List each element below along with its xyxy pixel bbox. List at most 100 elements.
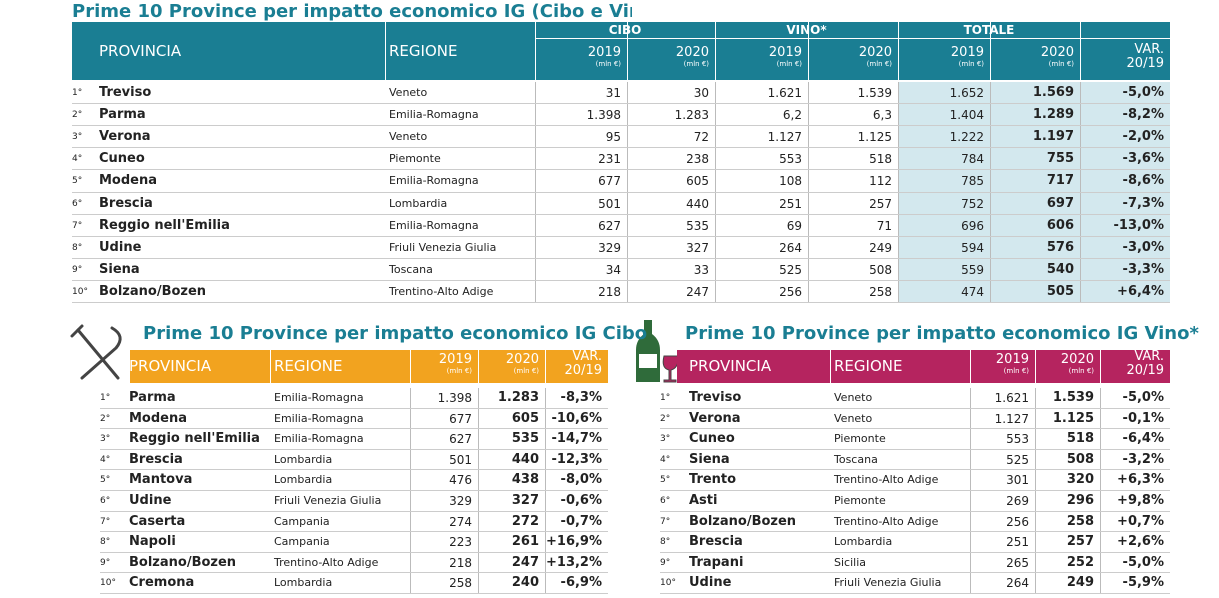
column-separator: [808, 82, 809, 303]
table-title: Prime 10 Province per impatto economico …: [143, 323, 648, 344]
header-separator: [990, 22, 991, 80]
value: 1.404: [949, 108, 984, 123]
unit-label: (mln €): [1048, 60, 1074, 68]
rank: 4°: [72, 154, 83, 165]
row-rule: [72, 191, 1170, 193]
value: 576: [1046, 239, 1074, 255]
value: 627: [449, 432, 472, 447]
value: 1.222: [949, 130, 984, 145]
rank: 4°: [660, 454, 671, 465]
province: Reggio nell'Emilia: [129, 431, 260, 447]
rank: 5°: [660, 475, 671, 486]
province: Treviso: [99, 85, 152, 100]
group-line: [535, 38, 1170, 39]
row-rule: [660, 407, 1170, 409]
region: Veneto: [834, 391, 873, 404]
value: 605: [686, 174, 709, 189]
value: 438: [511, 472, 539, 488]
value: 269: [1006, 494, 1029, 508]
region: Piemonte: [389, 152, 441, 166]
value: +2,6%: [1117, 534, 1164, 550]
value: 1.398: [437, 391, 472, 405]
year-header: 2019: [995, 352, 1029, 367]
header-separator: [385, 22, 386, 80]
header-separator: [1100, 350, 1101, 383]
province: Siena: [689, 451, 730, 467]
rank: 8°: [660, 537, 671, 548]
unit-label: (mln €): [958, 60, 984, 68]
header-separator: [270, 350, 271, 383]
value: 108: [779, 174, 802, 189]
region: Emilia-Romagna: [389, 108, 479, 122]
group-header: CIBO: [608, 23, 642, 37]
value: 272: [511, 513, 539, 529]
value: 553: [779, 152, 802, 167]
value: 606: [1046, 217, 1074, 233]
row-rule: [100, 510, 608, 512]
rank: 3°: [660, 434, 671, 445]
wine-icon: [636, 320, 679, 383]
value: +9,8%: [1117, 493, 1164, 508]
value: 320: [1066, 472, 1094, 488]
year-header: 2020: [505, 352, 539, 367]
year-header: 2020: [1040, 45, 1074, 60]
province: Bolzano/Bozen: [689, 513, 797, 529]
region: Lombardia: [274, 473, 333, 487]
year-header: 2020: [1060, 352, 1094, 367]
value: 505: [1046, 283, 1074, 299]
region: Emilia-Romagna: [274, 391, 364, 404]
province: Siena: [99, 261, 140, 277]
year-header: 2020: [675, 45, 709, 60]
value: 327: [686, 240, 709, 255]
value: 525: [1006, 452, 1029, 467]
value: 627: [598, 218, 621, 233]
value: -5,9%: [1122, 575, 1164, 591]
region: Trentino-Alto Adige: [274, 555, 379, 569]
value: 264: [779, 240, 802, 255]
region: Toscana: [389, 262, 433, 276]
value: 717: [1046, 173, 1074, 189]
value: 1.569: [1032, 85, 1074, 100]
row-rule: [72, 279, 1170, 281]
header-separator: [627, 22, 628, 80]
value: -14,7%: [551, 431, 603, 447]
region: Emilia-Romagna: [274, 432, 364, 446]
header-separator: [1080, 22, 1081, 80]
value: -12,3%: [551, 451, 603, 467]
highlight: [898, 82, 1170, 303]
value: -10,6%: [551, 410, 603, 426]
column-separator: [1100, 388, 1101, 594]
value: 257: [1066, 534, 1094, 550]
value: 697: [1046, 195, 1074, 211]
row-rule: [72, 213, 1170, 215]
value: 247: [686, 284, 709, 299]
row-rule: [100, 572, 608, 574]
rank: 2°: [660, 413, 671, 424]
row-rule: [72, 235, 1170, 237]
header-separator: [545, 350, 546, 383]
year-header: 2019: [950, 45, 984, 60]
row-rule: [72, 147, 1170, 149]
value: -3,3%: [1122, 261, 1164, 277]
province: Napoli: [129, 534, 176, 550]
value: 329: [449, 494, 472, 508]
rank: 1°: [100, 393, 111, 403]
value: -8,0%: [560, 472, 602, 488]
value: 329: [598, 240, 621, 255]
value: 553: [1006, 432, 1029, 447]
value: -8,2%: [1122, 107, 1164, 123]
row-rule: [72, 302, 1170, 303]
region: Lombardia: [274, 452, 333, 466]
row-rule: [660, 490, 1170, 491]
value: 231: [598, 152, 621, 167]
value: 261: [511, 534, 539, 550]
value: 249: [1066, 575, 1094, 591]
value: +6,3%: [1117, 472, 1164, 488]
header-label: REGIONE: [834, 357, 903, 375]
province: Brescia: [689, 534, 743, 550]
value: 559: [961, 262, 984, 277]
value: 252: [1066, 554, 1094, 570]
rank: 2°: [100, 413, 111, 424]
region: Emilia-Romagna: [389, 174, 479, 188]
region: Veneto: [389, 130, 428, 144]
